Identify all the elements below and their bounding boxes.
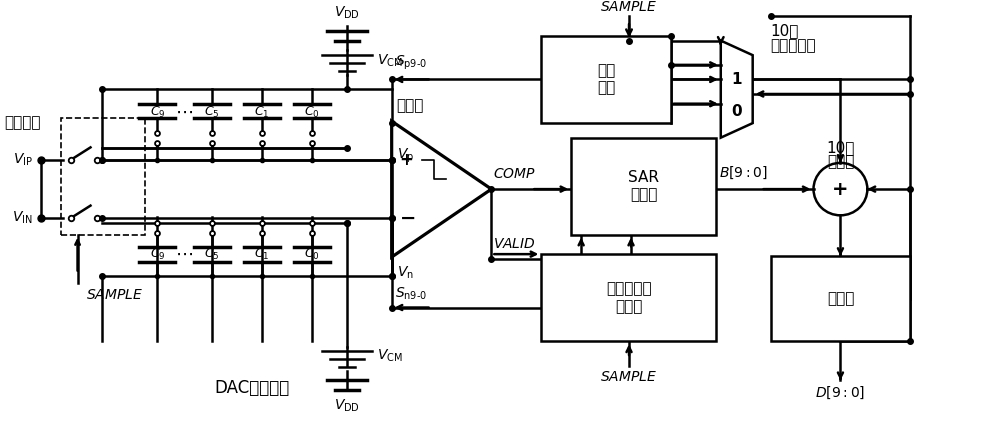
Text: 10位: 10位 xyxy=(826,140,855,155)
Text: 比较器: 比较器 xyxy=(397,98,424,113)
Text: $S_{\rm p9\text{-}0}$: $S_{\rm p9\text{-}0}$ xyxy=(395,53,427,72)
Text: $V_{\rm IP}$: $V_{\rm IP}$ xyxy=(13,152,33,168)
Text: $V_{\rm n}$: $V_{\rm n}$ xyxy=(397,265,414,281)
Bar xyxy=(771,256,910,341)
Text: $SAMPLE$: $SAMPLE$ xyxy=(86,288,143,302)
Bar xyxy=(541,254,716,341)
Text: $SAMPLE$: $SAMPLE$ xyxy=(600,0,658,14)
Text: $B[9:0]$: $B[9:0]$ xyxy=(719,165,768,181)
Text: 多路选择器: 多路选择器 xyxy=(771,38,816,53)
Text: 电容
开关: 电容 开关 xyxy=(597,63,615,96)
Text: $COMP$: $COMP$ xyxy=(493,167,536,181)
Text: $V_{\rm CM}$: $V_{\rm CM}$ xyxy=(377,53,402,69)
Text: $\cdots$: $\cdots$ xyxy=(175,103,193,120)
Text: 采样开关: 采样开关 xyxy=(4,116,41,131)
Text: DAC电容阵列: DAC电容阵列 xyxy=(214,379,290,397)
Text: SAR
控制器: SAR 控制器 xyxy=(628,170,659,202)
Text: $C_9$: $C_9$ xyxy=(150,247,165,262)
Text: −: − xyxy=(400,209,416,228)
Text: $S_{\rm n9\text{-}0}$: $S_{\rm n9\text{-}0}$ xyxy=(395,285,427,302)
Text: $V_{\rm p}$: $V_{\rm p}$ xyxy=(397,147,414,165)
Text: 1: 1 xyxy=(731,72,742,87)
Text: +: + xyxy=(832,180,849,198)
Text: +: + xyxy=(400,151,414,169)
Text: $C_5$: $C_5$ xyxy=(204,247,220,262)
Text: $VALID$: $VALID$ xyxy=(493,237,536,251)
Bar xyxy=(541,36,671,123)
Text: 寄存器: 寄存器 xyxy=(827,291,854,306)
Text: 加法器: 加法器 xyxy=(827,154,854,170)
Text: 异步时序生
成模块: 异步时序生 成模块 xyxy=(606,282,652,314)
Text: 10位: 10位 xyxy=(771,23,799,39)
Text: $C_0$: $C_0$ xyxy=(304,247,320,262)
Text: $\cdots$: $\cdots$ xyxy=(175,245,193,263)
Text: $C_1$: $C_1$ xyxy=(254,105,270,120)
Text: $C_5$: $C_5$ xyxy=(204,105,220,120)
Text: $SAMPLE$: $SAMPLE$ xyxy=(600,370,658,384)
Text: $C_9$: $C_9$ xyxy=(150,105,165,120)
Text: $V_{\rm CM}$: $V_{\rm CM}$ xyxy=(377,348,402,364)
Text: $C_1$: $C_1$ xyxy=(254,247,270,262)
Text: 0: 0 xyxy=(731,104,742,119)
Bar xyxy=(571,138,716,235)
Text: $V_{\rm DD}$: $V_{\rm DD}$ xyxy=(334,398,360,414)
Text: $V_{\rm IN}$: $V_{\rm IN}$ xyxy=(12,210,33,226)
Text: $V_{\rm DD}$: $V_{\rm DD}$ xyxy=(334,5,360,21)
Bar xyxy=(61,118,145,235)
Text: $C_0$: $C_0$ xyxy=(304,105,320,120)
Text: $D[9:0]$: $D[9:0]$ xyxy=(815,385,866,402)
